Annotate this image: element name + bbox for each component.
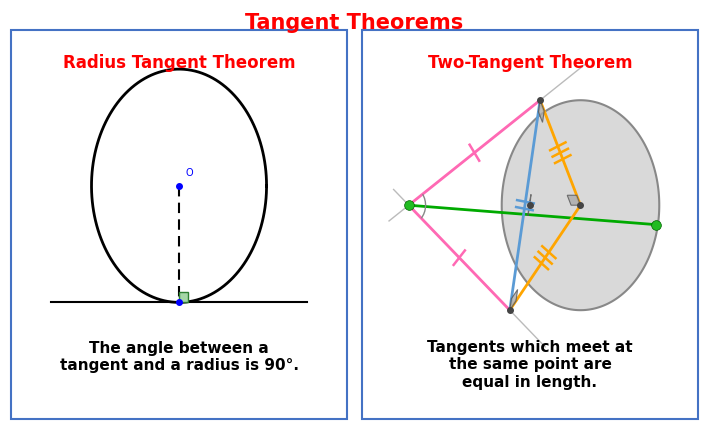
Polygon shape [528,194,531,216]
FancyBboxPatch shape [11,30,347,419]
Text: Two-Tangent Theorem: Two-Tangent Theorem [428,54,632,72]
FancyBboxPatch shape [362,30,698,419]
Polygon shape [538,100,545,122]
Text: Tangents which meet at
the same point are
equal in length.: Tangents which meet at the same point ar… [427,340,633,390]
Text: Tangent Theorems: Tangent Theorems [245,13,464,33]
Text: O: O [186,168,194,178]
Bar [179,292,189,302]
Polygon shape [567,195,581,205]
Polygon shape [502,100,659,310]
Polygon shape [510,289,518,310]
Text: The angle between a
tangent and a radius is 90°.: The angle between a tangent and a radius… [60,340,298,373]
Text: Radius Tangent Theorem: Radius Tangent Theorem [62,54,296,72]
